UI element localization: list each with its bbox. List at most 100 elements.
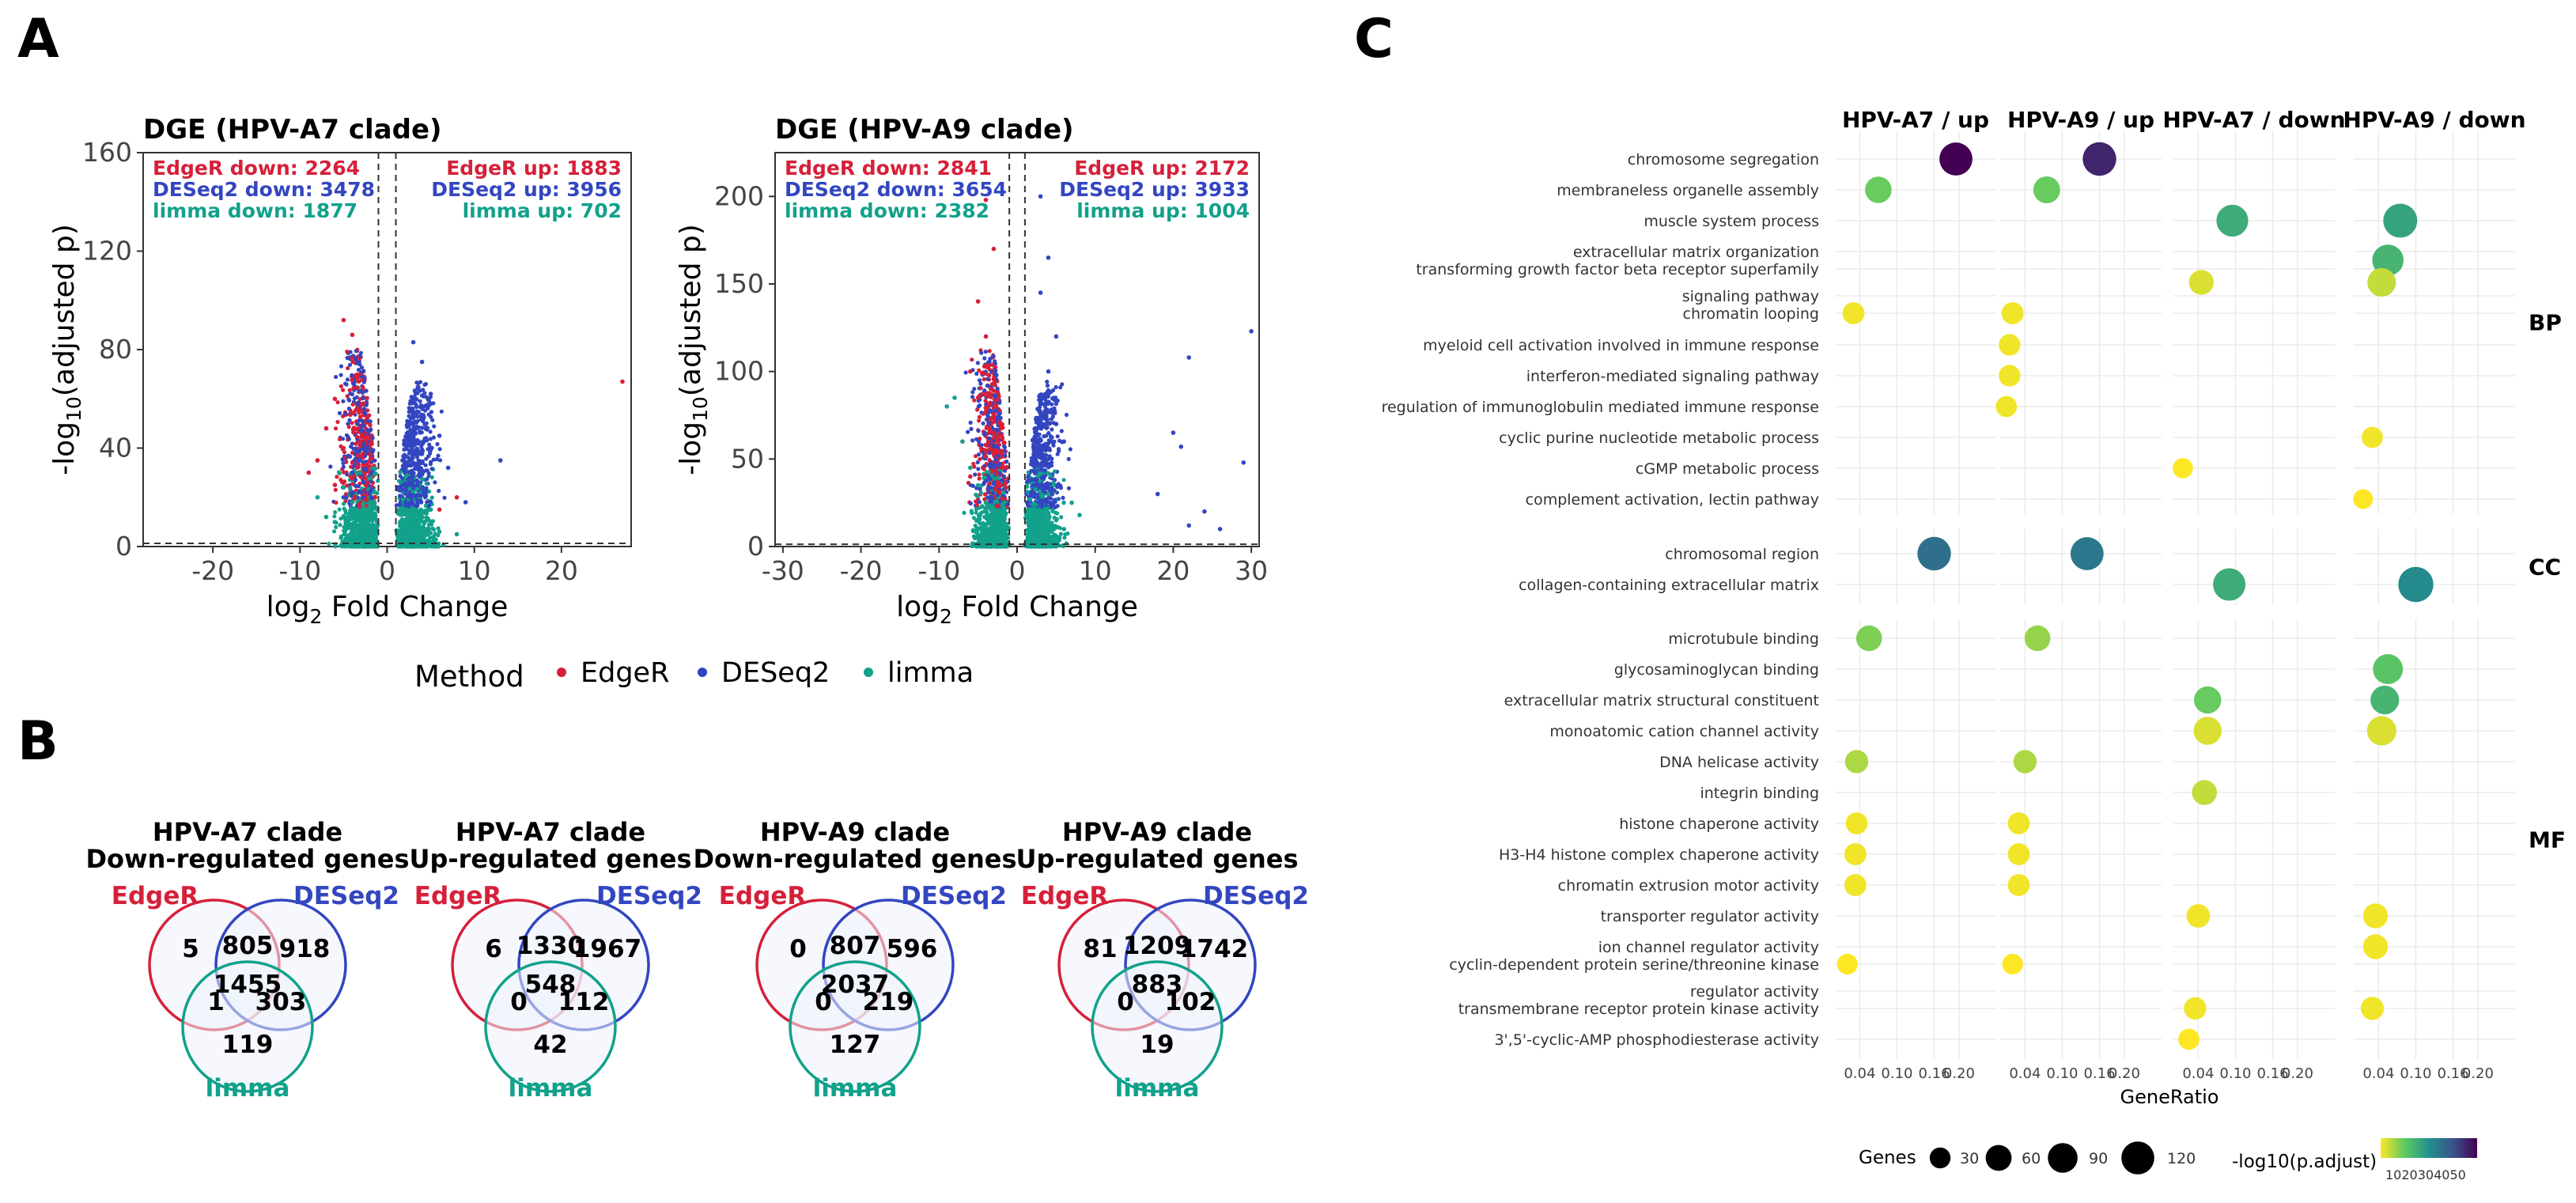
de-gene-point bbox=[341, 461, 346, 466]
data-point bbox=[454, 495, 460, 500]
de-gene-point bbox=[350, 482, 355, 486]
de-gene-point bbox=[977, 472, 982, 477]
de-gene-point bbox=[399, 509, 404, 514]
de-gene-point bbox=[396, 479, 402, 483]
data-point bbox=[332, 482, 338, 487]
de-gene-point bbox=[1031, 443, 1036, 448]
de-gene-point bbox=[364, 395, 369, 401]
de-gene-point bbox=[401, 532, 407, 536]
de-gene-point bbox=[982, 356, 987, 361]
de-gene-point bbox=[410, 479, 415, 484]
de-gene-point bbox=[361, 501, 365, 507]
de-gene-point bbox=[345, 472, 350, 477]
de-gene-point bbox=[429, 414, 433, 419]
y-tick-label: 80 bbox=[99, 334, 132, 365]
de-gene-point bbox=[349, 524, 354, 529]
de-gene-point bbox=[1037, 446, 1042, 451]
de-gene-point bbox=[426, 538, 432, 543]
de-gene-point bbox=[971, 534, 976, 539]
de-gene-point bbox=[348, 413, 353, 418]
data-point bbox=[437, 529, 442, 535]
de-gene-point bbox=[410, 414, 415, 419]
data-point bbox=[350, 500, 355, 505]
de-gene-point bbox=[403, 434, 408, 439]
de-gene-point bbox=[407, 406, 411, 410]
data-point bbox=[428, 507, 433, 513]
de-gene-point bbox=[414, 513, 419, 517]
de-gene-point bbox=[341, 513, 346, 519]
de-gene-point bbox=[982, 371, 986, 376]
de-gene-point bbox=[396, 534, 401, 539]
de-gene-point bbox=[350, 509, 354, 513]
de-gene-point bbox=[351, 532, 356, 537]
de-gene-point bbox=[360, 418, 365, 424]
de-gene-point bbox=[372, 466, 376, 471]
de-gene-point bbox=[435, 441, 440, 447]
de-gene-point bbox=[1052, 469, 1057, 474]
panel-label: A bbox=[17, 8, 59, 70]
de-gene-point bbox=[400, 482, 406, 487]
de-gene-point bbox=[359, 433, 364, 437]
de-gene-point bbox=[985, 514, 989, 519]
de-gene-point bbox=[998, 471, 1003, 476]
data-point bbox=[350, 475, 355, 480]
de-gene-point bbox=[442, 495, 447, 501]
de-gene-point bbox=[421, 419, 426, 424]
de-gene-point bbox=[354, 450, 358, 455]
x-tick-label: -10 bbox=[278, 555, 321, 586]
de-gene-point bbox=[345, 377, 350, 382]
de-gene-point bbox=[986, 422, 991, 426]
de-gene-point bbox=[1055, 511, 1060, 516]
de-gene-point bbox=[422, 391, 427, 395]
de-gene-point bbox=[370, 496, 375, 501]
data-point bbox=[497, 458, 503, 463]
de-gene-point bbox=[987, 447, 992, 452]
de-gene-point bbox=[327, 541, 331, 547]
de-gene-point bbox=[339, 384, 343, 388]
de-gene-point bbox=[997, 394, 1001, 399]
data-point bbox=[341, 445, 346, 451]
de-gene-point bbox=[362, 448, 367, 453]
de-gene-point bbox=[414, 454, 419, 460]
de-gene-point bbox=[982, 430, 987, 435]
de-gene-point bbox=[361, 460, 365, 465]
de-gene-point bbox=[982, 388, 987, 393]
de-gene-point bbox=[428, 437, 433, 441]
de-gene-point bbox=[350, 450, 355, 456]
de-gene-point bbox=[350, 460, 354, 465]
de-gene-point bbox=[982, 492, 987, 497]
de-gene-point bbox=[365, 510, 370, 515]
de-gene-point bbox=[333, 544, 338, 549]
de-gene-point bbox=[426, 474, 431, 479]
de-gene-point bbox=[353, 357, 357, 361]
de-gene-point bbox=[972, 464, 977, 469]
de-gene-point bbox=[335, 475, 339, 479]
de-gene-point bbox=[355, 361, 360, 365]
de-gene-point bbox=[357, 441, 362, 445]
de-gene-point bbox=[978, 381, 983, 386]
de-gene-point bbox=[365, 520, 371, 525]
de-gene-point bbox=[361, 396, 365, 401]
de-gene-point bbox=[1061, 495, 1065, 501]
volcano-plot-a7: DGE (HPV-A7 clade)EdgeR down: 2264DESeq2… bbox=[48, 114, 632, 628]
de-gene-point bbox=[968, 420, 973, 426]
de-gene-point bbox=[424, 421, 429, 426]
de-gene-point bbox=[427, 442, 432, 447]
de-gene-point bbox=[352, 494, 357, 499]
de-gene-point bbox=[361, 385, 365, 390]
de-gene-point bbox=[403, 507, 409, 512]
de-gene-point bbox=[412, 388, 417, 393]
de-gene-point bbox=[411, 471, 416, 475]
de-gene-point bbox=[415, 418, 420, 423]
de-gene-point bbox=[418, 429, 422, 434]
de-gene-point bbox=[976, 404, 981, 409]
de-gene-point bbox=[1050, 402, 1054, 407]
de-gene-point bbox=[368, 423, 373, 428]
plot-title: DGE (HPV-A7 clade) bbox=[143, 114, 442, 146]
data-point bbox=[367, 524, 373, 529]
de-gene-point bbox=[371, 523, 376, 528]
de-gene-point bbox=[400, 544, 406, 549]
y-tick-label: 40 bbox=[99, 433, 132, 463]
de-gene-point bbox=[403, 487, 408, 493]
de-gene-point bbox=[362, 472, 367, 477]
